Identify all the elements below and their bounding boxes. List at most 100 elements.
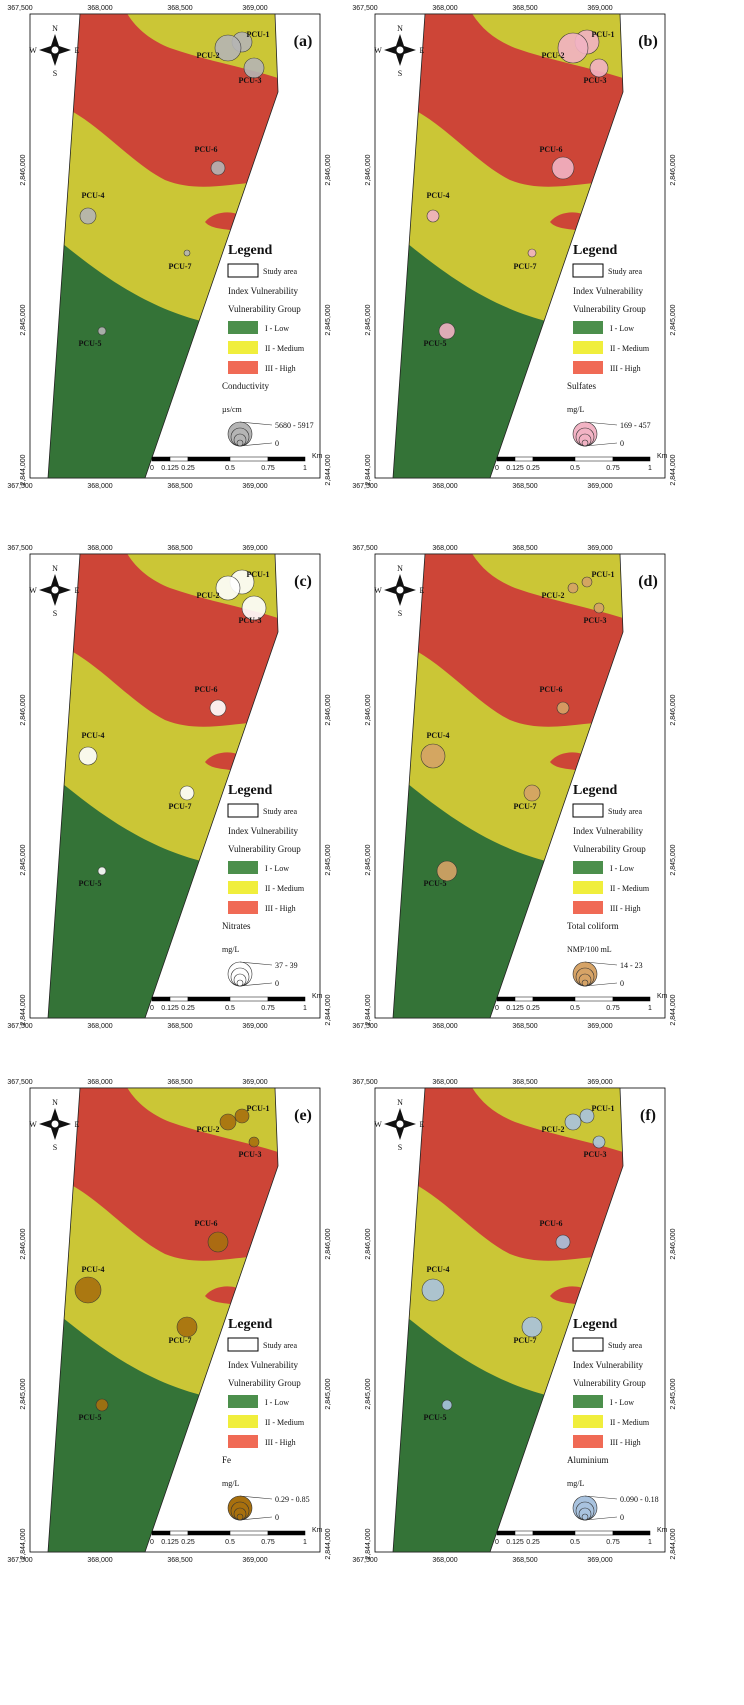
map-panel: 367,500367,500368,000368,000368,500368,5… (7, 545, 332, 1030)
scale-label: 1 (303, 1539, 307, 1546)
northing-label: 2,846,000 (20, 154, 27, 185)
site-label: PCU-5 (423, 1413, 446, 1422)
scale-label: 0.25 (526, 465, 540, 472)
easting-label: 369,000 (242, 483, 267, 490)
site-label: PCU-6 (539, 685, 562, 694)
scale-segment (268, 457, 305, 461)
site-label: PCU-2 (196, 1125, 219, 1134)
legend-range: 0.29 - 0.85 (275, 1495, 310, 1504)
legend-text: Study area (608, 1341, 642, 1350)
legend-zero: 0 (620, 1513, 624, 1522)
easting-label: 367,500 (352, 1079, 377, 1086)
northing-label: 2,845,000 (365, 844, 372, 875)
site-label: PCU-2 (541, 1125, 564, 1134)
class-swatch (228, 341, 258, 354)
site-symbol (98, 867, 106, 875)
site-label: PCU-3 (583, 616, 606, 625)
compass-e: E (420, 1120, 425, 1129)
site-label: PCU-7 (168, 1336, 191, 1345)
site-label: PCU-3 (238, 616, 261, 625)
compass-center (396, 586, 404, 594)
scale-segment (497, 1531, 515, 1535)
northing-label: 2,844,000 (325, 1528, 332, 1559)
site-label: PCU-4 (426, 1265, 449, 1274)
site-label: PCU-1 (246, 1104, 269, 1113)
compass-n: N (397, 1098, 403, 1107)
scale-segment (230, 997, 268, 1001)
class-swatch (228, 861, 258, 874)
scale-segment (613, 997, 650, 1001)
legend-text: III - High (610, 364, 641, 373)
site-label: PCU-4 (81, 191, 104, 200)
scale-label: 0.125 (506, 1539, 524, 1546)
easting-label: 368,500 (167, 5, 192, 12)
figure: 367,500 367,500 368,000 368,000 368,500 368,5… (0, 0, 744, 1700)
legend-symbol (237, 980, 243, 986)
compass-n: N (397, 564, 403, 573)
easting-label: 368,000 (432, 545, 457, 552)
northing-label: 2,845,000 (20, 844, 27, 875)
scale-segment (533, 997, 575, 1001)
scale-segment (515, 1531, 533, 1535)
site-label: PCU-5 (78, 339, 101, 348)
compass-w: W (29, 46, 37, 55)
legend-zero: 0 (620, 979, 624, 988)
easting-label: 367,500 (7, 545, 32, 552)
site-symbol (524, 785, 540, 801)
parameter-name: Sulfates (567, 381, 596, 391)
legend-text: Vulnerability Group (573, 304, 646, 314)
legend-zero: 0 (620, 439, 624, 448)
compass-s: S (53, 69, 57, 78)
site-label: PCU-2 (541, 51, 564, 60)
panel-label: (f) (640, 1107, 656, 1124)
scale-segment (188, 997, 230, 1001)
parameter-unit: NMP/100 mL (567, 945, 612, 954)
site-label: PCU-6 (194, 1219, 217, 1228)
scale-unit: Km (312, 993, 323, 1000)
site-label: PCU-5 (78, 879, 101, 888)
legend-text: Index Vulnerability (573, 826, 644, 836)
scale-label: 0 (495, 465, 499, 472)
legend-zero: 0 (275, 979, 279, 988)
class-swatch (573, 861, 603, 874)
easting-label: 368,000 (87, 1557, 112, 1564)
legend-symbol (237, 1514, 243, 1520)
class-swatch (228, 881, 258, 894)
northing-label: 2,845,000 (20, 1378, 27, 1409)
class-swatch (573, 321, 603, 334)
legend-zero: 0 (275, 439, 279, 448)
legend-title: Legend (228, 1317, 273, 1332)
compass-center (51, 586, 59, 594)
site-label: PCU-5 (78, 1413, 101, 1422)
site-symbol (427, 210, 439, 222)
scale-label: 0 (150, 1539, 154, 1546)
northing-label: 2,844,000 (325, 994, 332, 1025)
class-swatch (228, 901, 258, 914)
parameter-unit: µs/cm (222, 405, 242, 414)
scale-segment (188, 1531, 230, 1535)
legend-text: III - High (610, 1438, 641, 1447)
legend-text: III - High (265, 1438, 296, 1447)
easting-label: 368,000 (432, 483, 457, 490)
scale-label: 1 (303, 465, 307, 472)
legend-text: II - Medium (610, 884, 650, 893)
scale-label: 0 (150, 465, 154, 472)
scale-label: 1 (303, 1005, 307, 1012)
northing-label: 2,844,000 (365, 454, 372, 485)
site-symbol (568, 583, 578, 593)
scale-segment (268, 1531, 305, 1535)
parameter-unit: mg/L (567, 405, 584, 414)
map-panel: 367,500367,500368,000368,000368,500368,5… (7, 5, 332, 490)
site-label: PCU-5 (423, 879, 446, 888)
map-panel: 367,500367,500368,000368,000368,500368,5… (352, 545, 677, 1030)
easting-label: 368,500 (512, 1023, 537, 1030)
scale-label: 0.75 (261, 1005, 275, 1012)
class-swatch (573, 341, 603, 354)
scale-label: 0.75 (606, 1005, 620, 1012)
easting-label: 367,500 (352, 5, 377, 12)
site-symbol (220, 1114, 236, 1130)
scale-label: 0 (495, 1539, 499, 1546)
class-swatch (228, 361, 258, 374)
class-swatch (228, 1435, 258, 1448)
legend-text: Study area (608, 267, 642, 276)
